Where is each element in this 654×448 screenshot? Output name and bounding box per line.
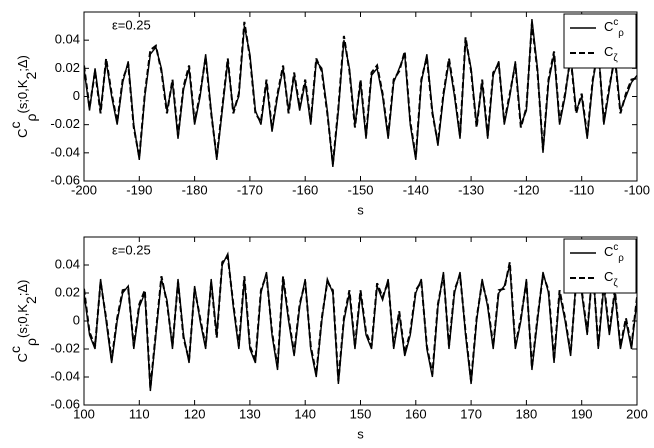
panel: -200 -190 -180 -170 -160 -150 -140 -130 -120 -110…: [7, 11, 650, 217]
panel: 100 110 120 130 140 150 160 170 180 190 200 -0.06 -0…: [7, 236, 648, 441]
data-line: [84, 254, 637, 389]
x-axis-label: s: [357, 202, 364, 217]
y-axis-label: Ccρ(s;0,K2;Δ): [7, 280, 39, 363]
y-tick-label: -0.02: [50, 116, 80, 131]
text-segment: c: [7, 121, 23, 128]
x-tick-label: 130: [239, 406, 261, 421]
x-tick-label: -100: [624, 182, 650, 197]
x-tick-label: 120: [184, 406, 206, 421]
x-tick-label: -160: [292, 182, 318, 197]
axes-box: [83, 236, 638, 406]
text-segment: C: [604, 19, 613, 34]
x-tick-label: -110: [569, 182, 594, 197]
y-tick-label: 0.02: [55, 284, 80, 299]
y-tick-label: -0.04: [50, 144, 80, 159]
text-segment: ρ: [618, 253, 624, 264]
legend-label: Cζ: [604, 269, 618, 289]
text-segment: (s;0,K: [15, 304, 30, 338]
y-tick-label: 0: [73, 88, 80, 103]
axes-box: [83, 11, 638, 182]
y-tick-label: 0.04: [55, 256, 80, 271]
text-segment: c: [7, 346, 23, 353]
legend-label: Ccρ: [604, 17, 624, 39]
y-axis-label: Ccρ(s;0,K2;Δ): [7, 55, 39, 138]
legend-label: Ccρ: [604, 242, 624, 264]
text-segment: C: [604, 269, 613, 284]
text-segment: 2: [23, 296, 39, 304]
x-tick-label: 150: [350, 406, 372, 421]
x-tick-label: -150: [347, 182, 373, 197]
y-tick-label: -0.02: [50, 340, 80, 355]
y-tick-label: 0.02: [55, 60, 80, 75]
x-tick-label: 170: [460, 406, 482, 421]
y-tick-label: 0: [73, 312, 80, 327]
annotation: ε=0.25: [112, 242, 151, 257]
x-tick-label: -130: [458, 182, 484, 197]
x-tick-label: -190: [126, 182, 152, 197]
text-segment: ;Δ): [15, 280, 30, 297]
legend-box: [563, 13, 637, 69]
text-segment: C: [15, 128, 30, 137]
data-line: [84, 21, 637, 165]
text-segment: C: [15, 353, 30, 362]
x-tick-label: 110: [129, 406, 150, 421]
y-tick-label: -0.06: [50, 396, 80, 411]
text-segment: ρ: [23, 113, 39, 121]
text-segment: ζ: [613, 278, 618, 289]
x-tick-label: 200: [626, 406, 648, 421]
plot-area: [84, 251, 637, 392]
text-segment: ρ: [618, 28, 624, 39]
text-segment: C: [604, 244, 613, 259]
x-tick-label: 100: [73, 406, 95, 421]
x-tick-label: 160: [405, 406, 427, 421]
x-tick-label: -200: [71, 182, 97, 197]
text-segment: 2: [23, 72, 39, 80]
text-segment: c: [613, 17, 618, 28]
y-tick-label: 0.04: [55, 32, 80, 47]
y-tick-label: -0.06: [50, 172, 80, 187]
text-segment: c: [613, 242, 618, 253]
legend-box: [563, 238, 637, 294]
text-segment: ζ: [613, 53, 618, 64]
x-axis-label: s: [357, 426, 364, 441]
x-tick-label: 180: [516, 406, 538, 421]
data-line: [84, 18, 637, 167]
text-segment: C: [604, 44, 613, 59]
x-tick-label: -180: [182, 182, 208, 197]
text-segment: ρ: [23, 338, 39, 346]
x-tick-label: -170: [237, 182, 263, 197]
plot-area: [84, 18, 637, 167]
x-tick-label: 190: [571, 406, 593, 421]
legend-label: Cζ: [604, 44, 618, 64]
y-tick-label: -0.04: [50, 368, 80, 383]
x-tick-label: 140: [294, 406, 316, 421]
annotation: ε=0.25: [112, 17, 151, 32]
x-tick-label: -140: [403, 182, 429, 197]
x-tick-label: -120: [513, 182, 539, 197]
data-line: [84, 251, 637, 392]
text-segment: ;Δ): [15, 55, 30, 72]
text-segment: (s;0,K: [15, 79, 30, 113]
